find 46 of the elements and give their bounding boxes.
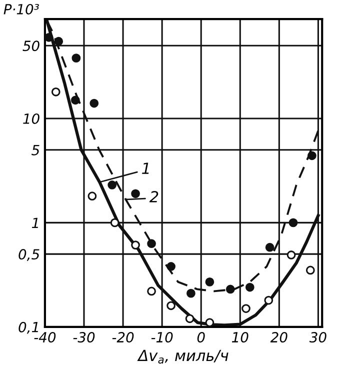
x-tick-label: 20 [270,332,288,343]
point [147,286,156,296]
point [166,262,176,271]
point [286,250,296,260]
point [264,296,274,305]
y-tick-label: 50 [22,40,40,52]
point [147,239,156,248]
point [108,180,117,190]
point [226,284,235,294]
point [90,98,99,108]
point [131,189,140,198]
point [308,151,316,160]
y-tick-label: 1 [32,218,38,228]
point [72,54,81,63]
point [44,32,54,42]
annotation: 1 [142,162,149,174]
x-tick-label: -20 [112,332,134,343]
point [54,36,64,46]
y-tick-label: 0,5 [18,249,40,261]
point [288,218,298,228]
x-axis-title: Δv$_{a}$, миль/ч [137,350,228,364]
x-tick-label: -40 [34,332,56,343]
point [51,87,60,96]
point [265,242,274,252]
point [88,192,97,201]
point [70,96,80,105]
point [205,278,214,286]
annotation: 2 [149,190,158,202]
point [245,282,254,292]
x-tick-label: 0 [197,332,205,343]
point [242,304,250,313]
x-tick-label: -10 [151,332,173,343]
point [110,218,120,228]
y-tick-label: 10 [23,113,40,124]
point [306,266,315,275]
point [185,314,194,324]
x-tick-label: -30 [73,332,95,343]
point [166,301,176,310]
x-tick-label: 30 [309,332,326,343]
x-tick-label: 10 [232,332,248,343]
y-tick-label: 0,1 [18,322,38,334]
y-tick-label: 5 [32,145,40,156]
point [186,288,196,298]
y-axis-title: P·10³ [4,4,39,14]
point [205,318,214,327]
point [131,240,140,250]
